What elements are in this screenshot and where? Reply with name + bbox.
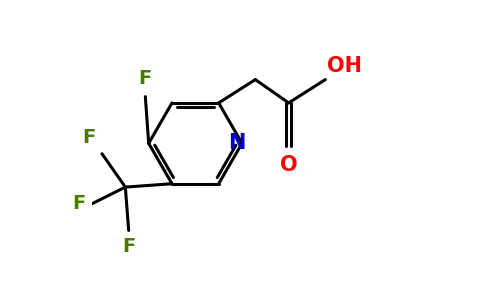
Text: F: F bbox=[139, 69, 152, 88]
Text: F: F bbox=[122, 237, 136, 256]
Text: OH: OH bbox=[327, 56, 362, 76]
Text: F: F bbox=[72, 194, 85, 213]
Text: F: F bbox=[82, 128, 95, 147]
Text: O: O bbox=[280, 154, 298, 175]
Text: N: N bbox=[228, 133, 246, 153]
